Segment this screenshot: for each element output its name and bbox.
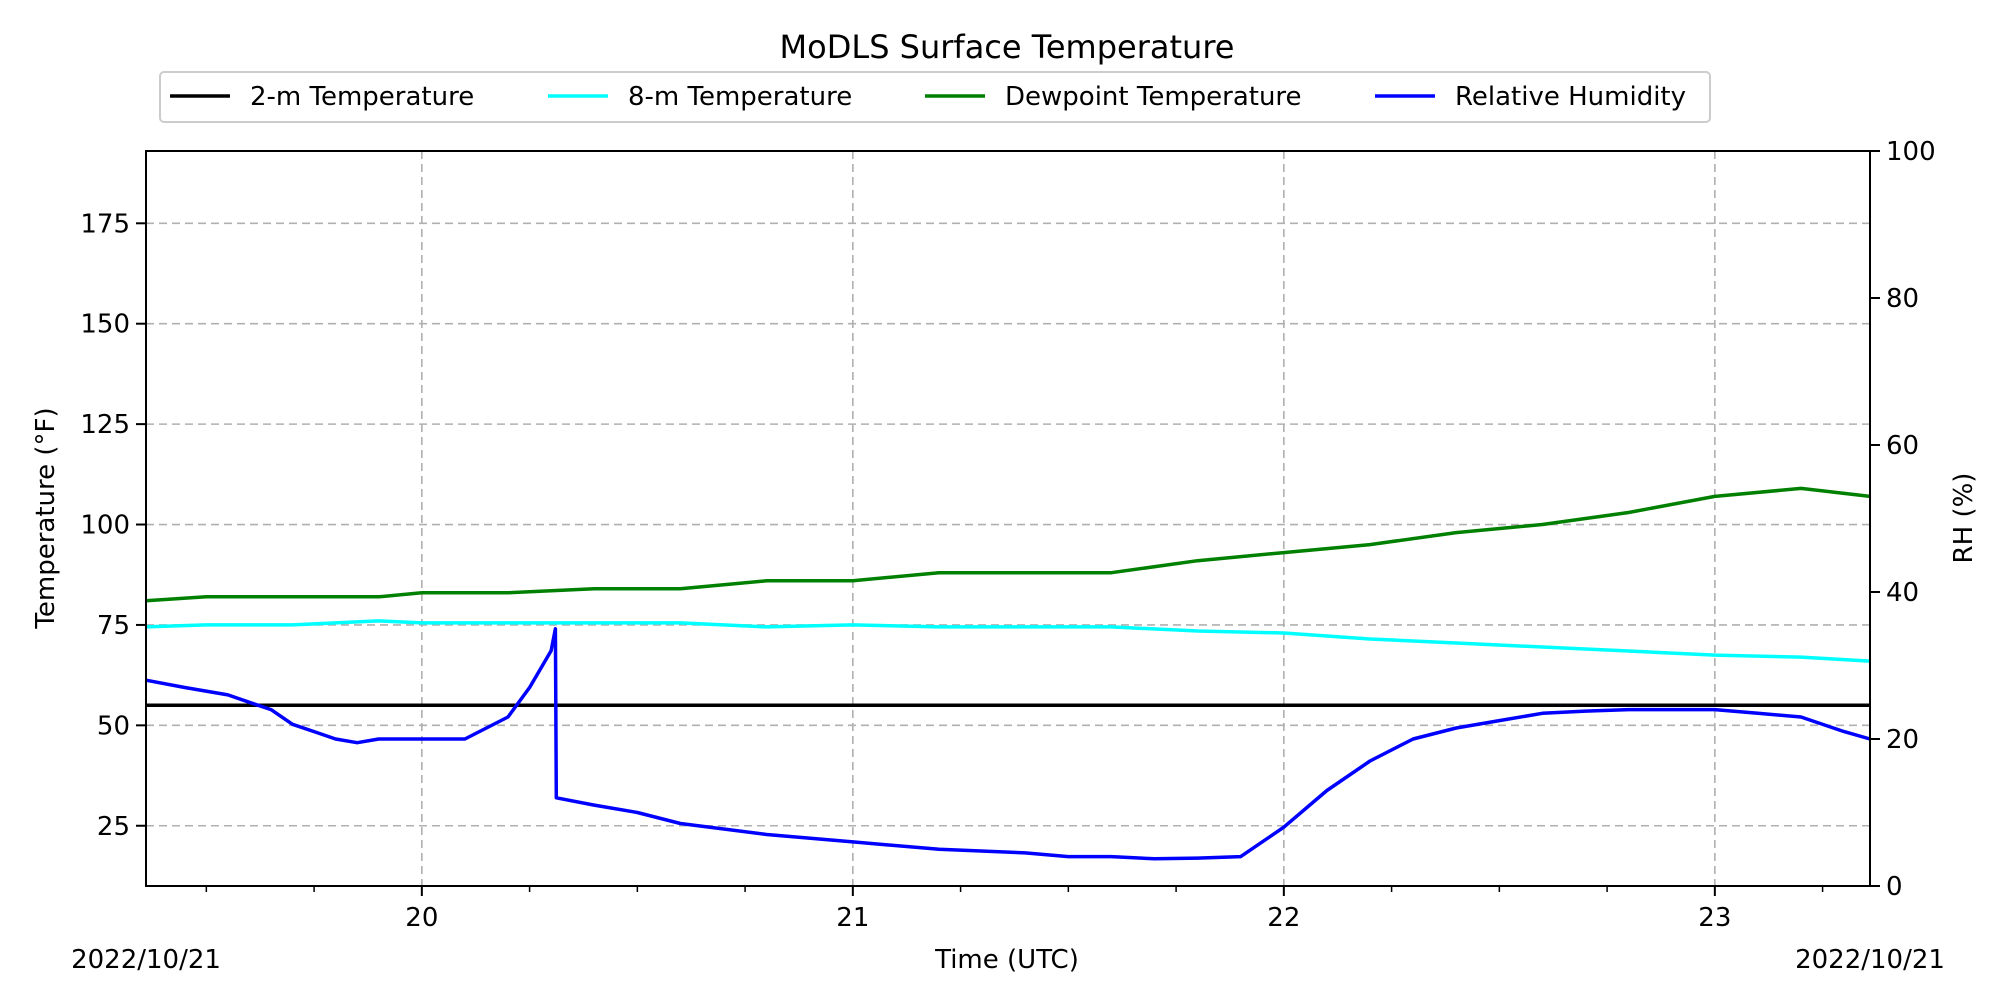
- x-tick-label: 20: [405, 903, 438, 933]
- series-line-relative-humidity: [145, 627, 1871, 861]
- x-tick-label: 23: [1698, 903, 1731, 933]
- y-axis-label: Temperature (°F): [31, 407, 61, 629]
- y-tick-label: 150: [80, 310, 130, 340]
- y2-axis-label: RH (%): [1949, 473, 1979, 564]
- y-tick-label: 175: [80, 209, 130, 239]
- y-tick-label: 50: [97, 711, 130, 741]
- y2-tick-label: 60: [1886, 431, 1919, 461]
- y2-tick-label: 0: [1886, 872, 1903, 902]
- plot-area: [145, 486, 1871, 861]
- y2-tick-label: 80: [1886, 284, 1919, 314]
- legend-label-relative-humidity: Relative Humidity: [1455, 82, 1686, 112]
- chart-title: MoDLS Surface Temperature: [780, 28, 1235, 66]
- x-tick-label: 21: [836, 903, 869, 933]
- axis-ticks: 20 21 22 23 25 50 75 100 125 150 175 0 20 40 60 80 100: [80, 137, 1935, 933]
- series-line-8-m-temperature: [145, 619, 1871, 663]
- gridlines: [146, 151, 1870, 886]
- legend: 2-m Temperature 8-m Temperature Dewpoint T…: [159, 71, 1711, 123]
- x-tick-label: 22: [1267, 903, 1300, 933]
- y2-tick-label: 20: [1886, 725, 1919, 755]
- x-axis-label: Time (UTC): [934, 945, 1079, 975]
- y-tick-label: 125: [80, 410, 130, 440]
- legend-label-dewpoint-temperature: Dewpoint Temperature: [1005, 82, 1302, 112]
- legend-label-2-m-temperature: 2-m Temperature: [250, 82, 474, 112]
- date-label-right: 2022/10/21: [1795, 945, 1945, 975]
- y-tick-label: 100: [80, 511, 130, 541]
- legend-label-8-m-temperature: 8-m Temperature: [628, 82, 852, 112]
- y2-tick-label: 40: [1886, 578, 1919, 608]
- date-label-left: 2022/10/21: [71, 945, 221, 975]
- series-line-dewpoint-temperature: [145, 486, 1871, 603]
- plot-frame: [145, 150, 1871, 887]
- y2-tick-label: 100: [1886, 137, 1936, 167]
- y-tick-label: 75: [97, 611, 130, 641]
- y-tick-label: 25: [97, 812, 130, 842]
